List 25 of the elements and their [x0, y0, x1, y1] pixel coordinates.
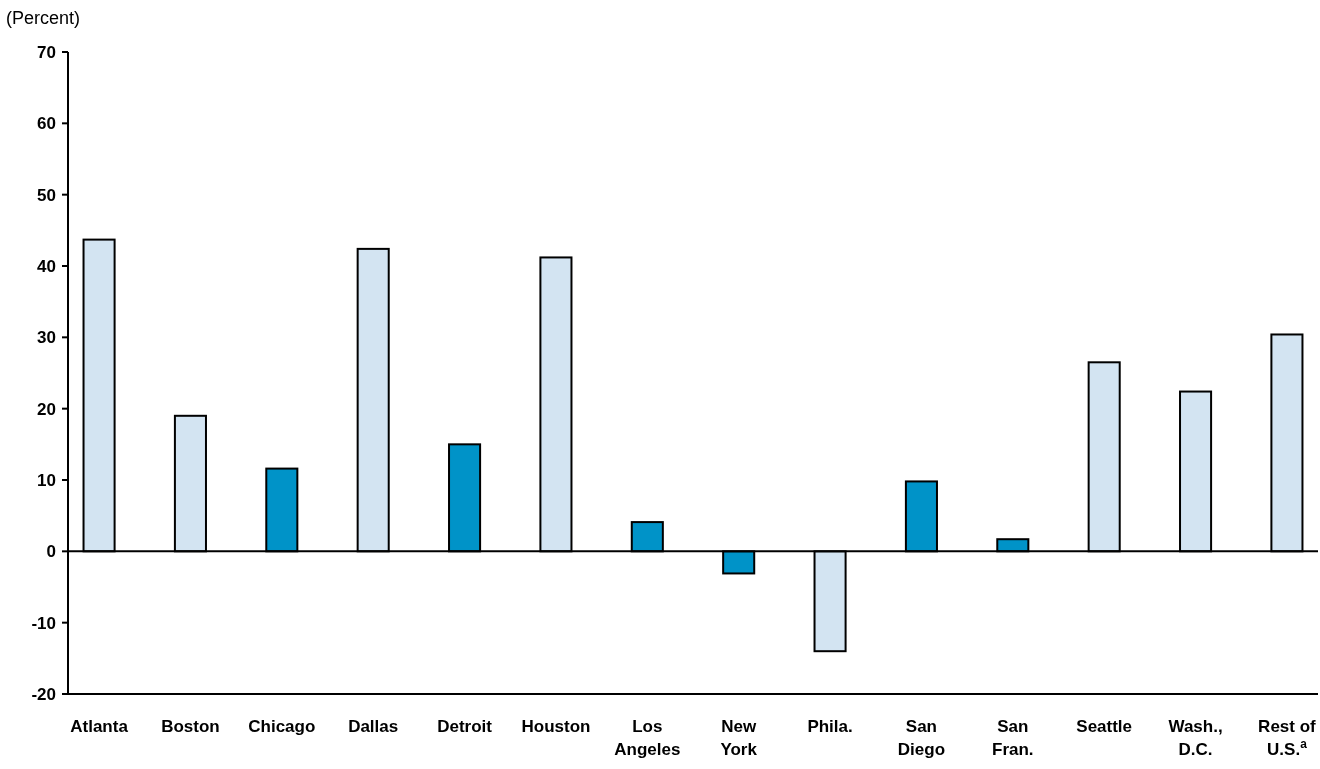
y-tick-label: 30: [37, 328, 56, 348]
y-tick-label: 0: [46, 542, 56, 562]
x-tick-label: Rest of U.S.$^{a}$: [1258, 717, 1317, 759]
x-tick-label: New York: [720, 717, 758, 759]
x-tick-label: Houston: [521, 717, 591, 736]
y-tick-label: 70: [37, 42, 56, 62]
y-tick-label: 10: [37, 470, 56, 490]
x-tick-label: San Fran.: [992, 717, 1034, 759]
x-tick-label: Dallas: [348, 717, 399, 736]
y-axis-title: (Percent): [6, 8, 81, 28]
x-tick-label: Boston: [161, 717, 220, 736]
y-tick-label: -10: [31, 613, 56, 633]
x-tick-label: Atlanta: [70, 717, 129, 736]
x-tick-label: Chicago: [248, 717, 316, 736]
x-tick-label: San Diego: [897, 717, 946, 759]
x-tick-label: Phila.: [807, 717, 853, 736]
y-tick-label: 20: [37, 399, 56, 419]
y-tick-label: -20: [31, 684, 56, 704]
x-tick-label: Detroit: [437, 717, 493, 736]
y-tick-label: 40: [37, 256, 56, 276]
x-tick-label: Los Angeles: [614, 717, 681, 759]
x-tick-label: Wash., D.C.: [1168, 717, 1223, 759]
y-tick-label: 60: [37, 114, 56, 134]
y-tick-label: 50: [37, 185, 56, 205]
x-tick-label: Seattle: [1076, 717, 1133, 736]
